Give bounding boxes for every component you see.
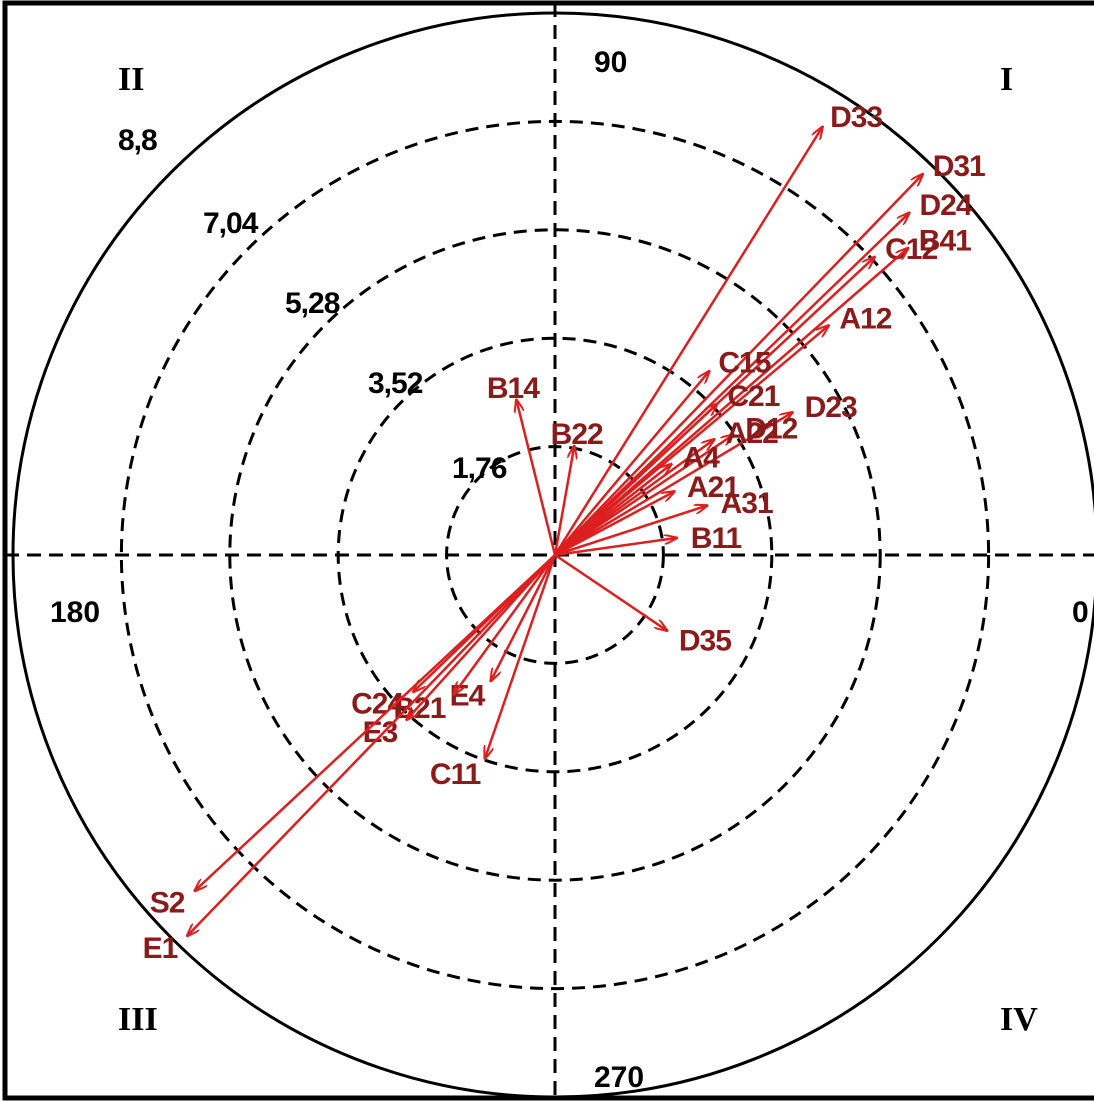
vector-label-a12: A12 [839,302,891,335]
vector-e1 [187,554,556,936]
radial-tick-label-4: 7,04 [203,207,259,240]
vector-s2 [195,554,556,891]
vector-label-s2: S2 [150,887,185,920]
vector-label-b41: B41 [919,225,971,258]
vector-label-d24: D24 [920,189,973,222]
vector-label-c15: C15 [718,346,770,379]
vector-label-d35: D35 [679,625,731,658]
vector-label-e3: E3 [363,716,398,749]
vector-b22 [553,446,574,556]
vector-d24 [554,213,909,556]
vector-label-a22: A22 [726,417,778,450]
angle-label-0: 0 [1072,596,1089,629]
vector-d35 [554,553,667,631]
radial-ring-3 [228,228,882,882]
polar-axes [5,3,1094,1101]
vector-c15 [554,371,709,556]
vector-c11 [485,554,557,759]
vector-label-d12: D12 [745,413,797,446]
vector-a12 [554,325,829,556]
vector-e3 [407,554,556,720]
vector-d31 [554,174,923,556]
vector-label-b22: B22 [551,418,603,451]
vector-b11 [554,538,677,557]
vector-label-d23: D23 [805,391,857,424]
vector-label-a31: A31 [721,487,773,520]
radial-tick-label-3: 5,28 [285,287,340,320]
vector-d12 [554,435,734,557]
angle-label-270: 270 [594,1061,644,1094]
radial-tick-label-1: 1,76 [452,452,507,485]
vector-label-c21: C21 [727,380,779,413]
vector-d23 [554,412,793,557]
vector-label-d31: D31 [933,150,985,183]
quadrant-label-4: IV [1000,1001,1038,1038]
angle-label-90: 90 [594,46,627,79]
radial-tick-label-2: 3,52 [368,367,423,400]
quadrant-label-3: III [118,1001,158,1038]
radial-tick-label-5: 8,8 [118,124,157,157]
vector-label-a4: A4 [683,441,721,474]
quadrant-label-1: I [1000,61,1013,98]
vector-a21 [554,491,675,557]
vector-label-b11: B11 [691,522,742,555]
vector-b21 [454,554,557,695]
angle-label-180: 180 [50,596,100,629]
vector-b41 [554,248,908,556]
vector-label-e1: E1 [143,932,178,965]
vector-c21 [554,404,717,556]
vector-e4 [491,554,557,681]
vector-label-c11: C11 [430,758,481,791]
vector-a31 [554,506,707,557]
vector-label-e4: E4 [450,680,486,713]
vector-b14 [516,400,557,556]
vector-label-a21: A21 [687,471,739,504]
quadrant-label-2: II [118,61,144,98]
vector-d33 [553,127,823,556]
vector-a4 [554,464,672,556]
vector-label-b14: B14 [487,372,540,405]
vector-label-d33: D33 [830,101,882,134]
